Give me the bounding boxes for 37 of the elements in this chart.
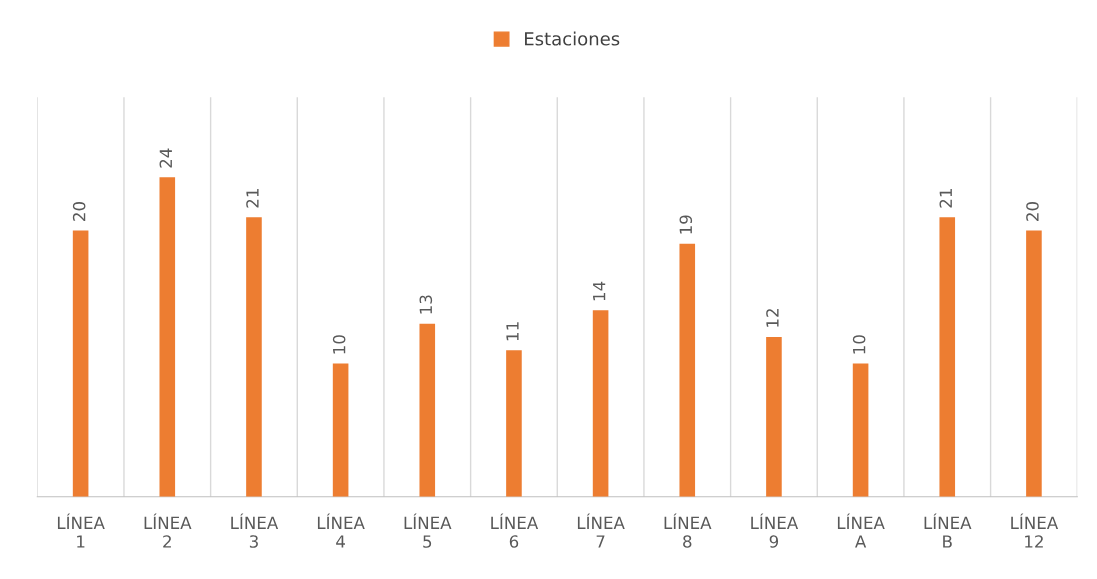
bar [506, 350, 522, 497]
data-label: 21 [939, 189, 952, 208]
x-tick-label: LÍNEA A [837, 513, 885, 548]
data-label: 19 [679, 215, 693, 234]
bar [246, 217, 262, 497]
x-tick-label: LÍNEA 6 [491, 513, 539, 548]
x-tick-label: LÍNEA 8 [664, 513, 712, 548]
bar [592, 310, 609, 497]
bar [419, 323, 436, 497]
bar [766, 336, 782, 497]
data-label: 20 [1026, 202, 1039, 221]
x-tick-label: LÍNEA 12 [1011, 513, 1059, 548]
data-label: 24 [159, 148, 172, 168]
x-tick-label: LÍNEA 3 [231, 513, 279, 548]
bar [159, 177, 176, 497]
data-label: 11 [506, 322, 519, 341]
legend-label: Estaciones [525, 31, 620, 46]
x-tick-label: LÍNEA 4 [317, 513, 365, 548]
x-tick-label: LÍNEA 5 [404, 513, 452, 548]
x-tick-label: LÍNEA 7 [577, 513, 625, 548]
data-label: 10 [332, 335, 346, 354]
bar [332, 363, 349, 497]
bar [1026, 230, 1042, 497]
bar [679, 243, 696, 497]
data-label: 13 [419, 295, 433, 314]
x-tick-label: LÍNEA 1 [57, 513, 105, 548]
x-tick-label: LÍNEA 9 [751, 513, 799, 548]
data-label: 12 [766, 309, 779, 327]
x-tick-label: LÍNEA 2 [144, 513, 192, 548]
bar [939, 217, 956, 497]
bar [852, 363, 869, 497]
data-label: 10 [852, 335, 866, 354]
x-tick-label: LÍNEA B [924, 513, 972, 548]
data-label: 21 [246, 189, 259, 208]
data-label: 20 [72, 202, 86, 221]
bar [72, 230, 89, 497]
data-label: 14 [593, 281, 606, 301]
